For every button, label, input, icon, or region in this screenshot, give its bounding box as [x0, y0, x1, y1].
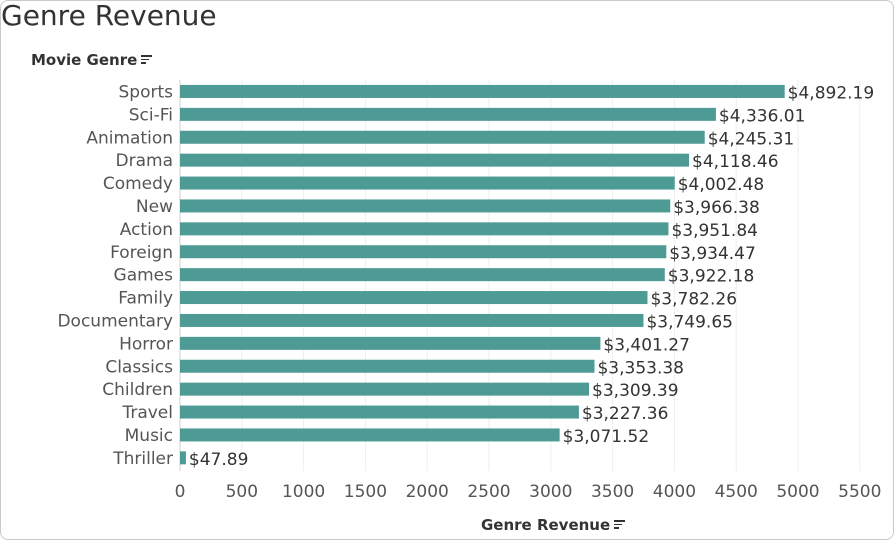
bar-new[interactable]: [180, 199, 671, 213]
bar-comedy[interactable]: [180, 176, 675, 190]
category-label[interactable]: Action: [120, 220, 173, 240]
value-label: $3,227.36: [582, 404, 669, 424]
value-label: $4,892.19: [788, 83, 875, 103]
category-label[interactable]: Comedy: [103, 174, 173, 194]
bar-animation[interactable]: [180, 130, 705, 144]
x-tick-label: 5000: [776, 482, 819, 502]
chart-title: Genre Revenue: [1, 0, 217, 32]
bar-games[interactable]: [180, 268, 665, 282]
category-label[interactable]: Animation: [86, 128, 173, 148]
x-tick-label: 3000: [529, 482, 572, 502]
x-tick-label: 1500: [344, 482, 387, 502]
bar-foreign[interactable]: [180, 245, 667, 259]
bar-horror[interactable]: [180, 336, 601, 350]
category-label[interactable]: Horror: [119, 334, 173, 354]
y-field-label: Movie Genre: [31, 51, 138, 69]
x-tick-label: 3500: [591, 482, 634, 502]
value-label: $3,951.84: [671, 221, 758, 241]
bar-sci-fi[interactable]: [180, 107, 716, 121]
value-label: $4,245.31: [708, 129, 795, 149]
value-label: $4,336.01: [719, 106, 806, 126]
value-label: $3,922.18: [668, 267, 755, 287]
bar-thriller[interactable]: [180, 451, 186, 465]
value-label: $3,071.52: [563, 427, 650, 447]
value-labels: $4,892.19 $4,336.01 $4,245.31 $4,118.46 $4,0…: [189, 83, 874, 469]
x-tick-label: 2500: [467, 482, 510, 502]
value-label: $3,309.39: [592, 381, 679, 401]
x-tick-label: 500: [226, 482, 258, 502]
value-label: $3,966.38: [673, 198, 760, 218]
value-label: $3,934.47: [669, 244, 756, 264]
bar-sports[interactable]: [180, 84, 785, 98]
category-label[interactable]: Sports: [119, 82, 174, 102]
category-label[interactable]: Games: [114, 266, 174, 286]
category-label[interactable]: Travel: [121, 403, 173, 423]
x-tick-label: 5500: [838, 482, 881, 502]
x-axis-ticks: 0 500 1000 1500 2000 2500 3000 3500 4000 4500 5000…: [175, 482, 882, 502]
x-tick-label: 4500: [715, 482, 758, 502]
category-label[interactable]: Thriller: [112, 449, 173, 469]
bar-action[interactable]: [180, 222, 669, 236]
value-label: $3,749.65: [646, 312, 733, 332]
value-label: $3,401.27: [603, 335, 690, 355]
value-label: $47.89: [189, 450, 248, 470]
category-label[interactable]: Family: [118, 289, 173, 309]
sort-descending-icon[interactable]: [141, 55, 153, 65]
category-label[interactable]: Classics: [105, 357, 173, 377]
x-tick-label: 4000: [653, 482, 696, 502]
category-labels: Sports Sci-Fi Animation Drama Comedy New Actio…: [57, 82, 173, 468]
x-tick-label: 0: [175, 482, 186, 502]
bar-travel[interactable]: [180, 405, 579, 419]
bar-music[interactable]: [180, 428, 560, 442]
sort-descending-icon[interactable]: [614, 520, 626, 530]
bar-children[interactable]: [180, 382, 590, 396]
value-label: $3,782.26: [650, 290, 737, 310]
bars: [180, 84, 785, 465]
x-field-label: Genre Revenue: [481, 516, 611, 534]
category-label[interactable]: Children: [102, 380, 173, 400]
value-label: $3,353.38: [597, 358, 684, 378]
y-field-header[interactable]: Movie Genre: [31, 51, 153, 69]
bar-classics[interactable]: [180, 359, 595, 373]
category-label[interactable]: Foreign: [110, 243, 173, 263]
category-label[interactable]: Music: [125, 426, 173, 446]
x-field-header[interactable]: Genre Revenue: [481, 516, 626, 534]
category-label[interactable]: Documentary: [57, 311, 173, 331]
bar-family[interactable]: [180, 291, 648, 305]
bar-drama[interactable]: [180, 153, 690, 167]
category-label[interactable]: Drama: [116, 151, 173, 171]
category-label[interactable]: Sci-Fi: [129, 105, 173, 125]
category-label[interactable]: New: [136, 197, 173, 217]
value-label: $4,002.48: [678, 175, 765, 195]
value-label: $4,118.46: [692, 152, 779, 172]
x-tick-label: 2000: [406, 482, 449, 502]
x-tick-label: 1000: [282, 482, 325, 502]
bar-documentary[interactable]: [180, 313, 644, 327]
